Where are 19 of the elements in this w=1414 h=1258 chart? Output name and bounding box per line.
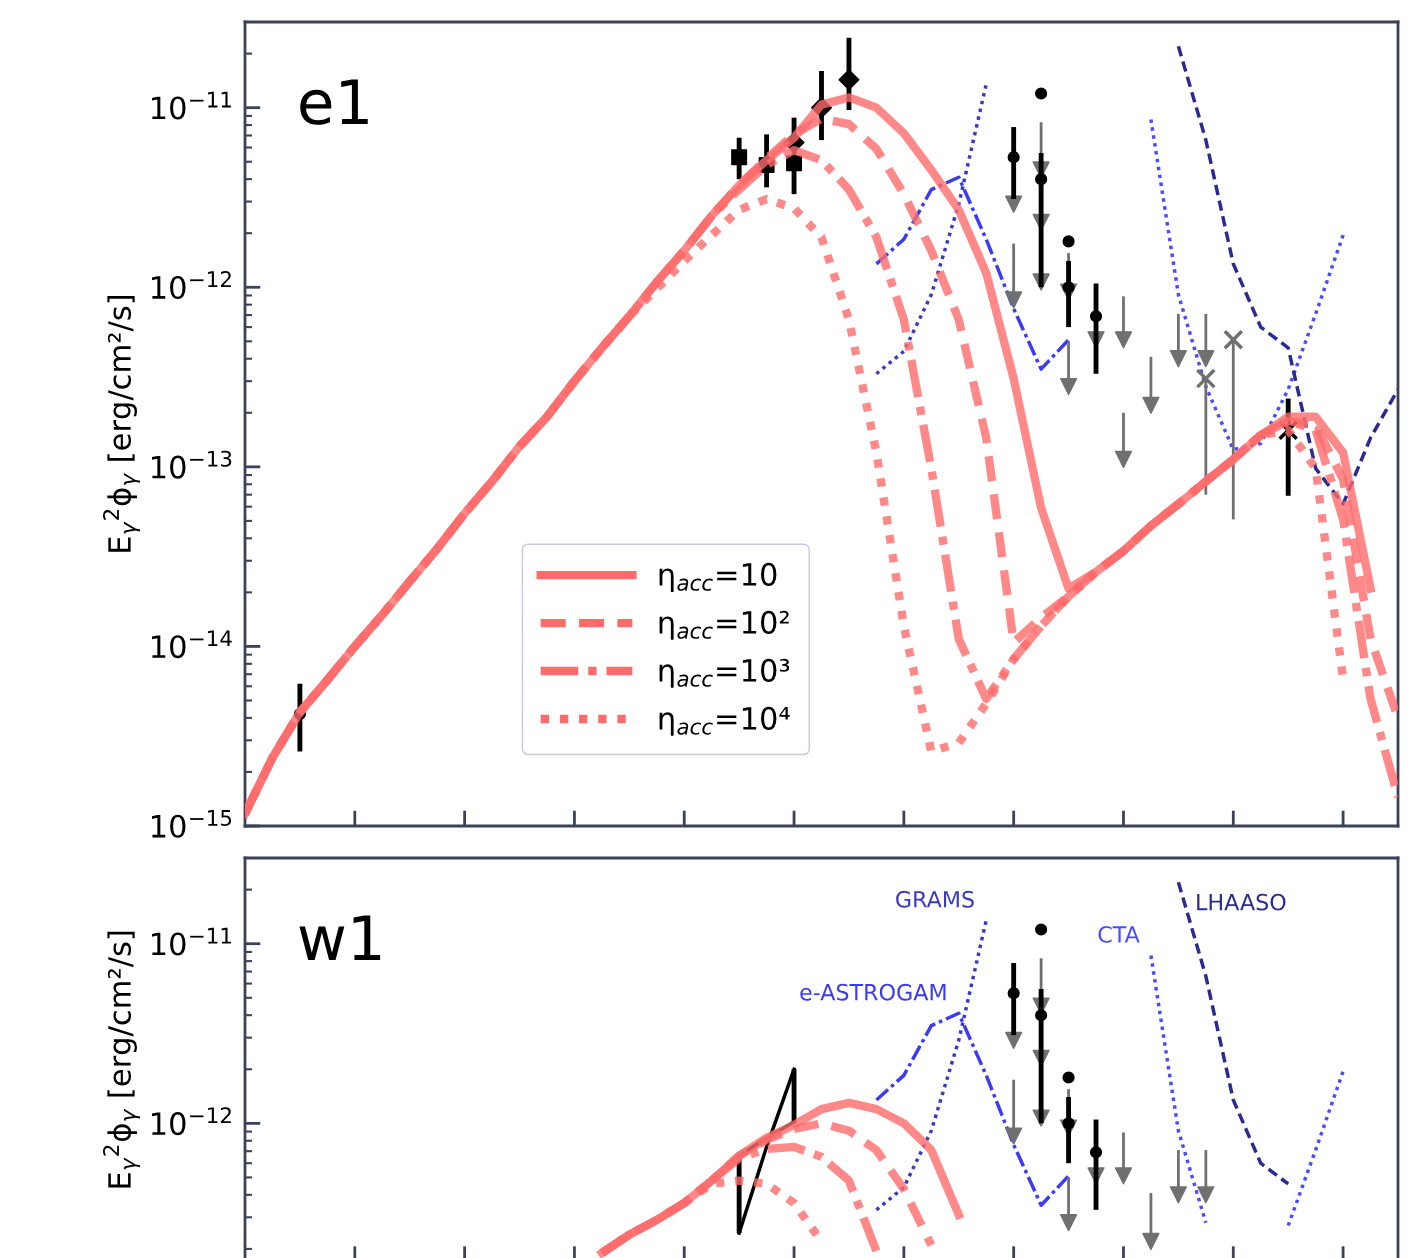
legend-label: η$_{acc}$=10³ <box>659 658 790 688</box>
series-label: e-ASTROGAM <box>800 983 946 1001</box>
y-tick-label: 10$^{−12}$ <box>152 1107 231 1136</box>
legend-label: η$_{acc}$=10 <box>659 562 777 592</box>
y-tick-label: 10$^{−11}$ <box>152 91 231 120</box>
y-axis-title: E$_{γ}$$^{2}$ϕ$_{γ}$ [erg/cm²/s] <box>103 296 141 552</box>
y-tick-label: 10$^{−14}$ <box>152 630 232 659</box>
y-tick-label: 10$^{−13}$ <box>152 450 232 479</box>
y-tick-label: 10$^{−12}$ <box>152 271 231 300</box>
y-tick-label: 10$^{−11}$ <box>152 927 231 956</box>
legend-label: η$_{acc}$=10² <box>659 610 789 640</box>
y-tick-label: 10$^{−15}$ <box>152 810 232 838</box>
text: w1 <box>299 915 381 960</box>
y-axis-title: E$_{γ}$$^{2}$ϕ$_{γ}$ [erg/cm²/s] <box>103 931 141 1188</box>
text: e1 <box>300 79 368 125</box>
legend-label: η$_{acc}$=10⁴ <box>659 706 790 736</box>
series-label: LHAASO <box>1197 893 1286 911</box>
series-label: CTA <box>1098 926 1140 943</box>
series-label: GRAMS <box>896 890 974 908</box>
